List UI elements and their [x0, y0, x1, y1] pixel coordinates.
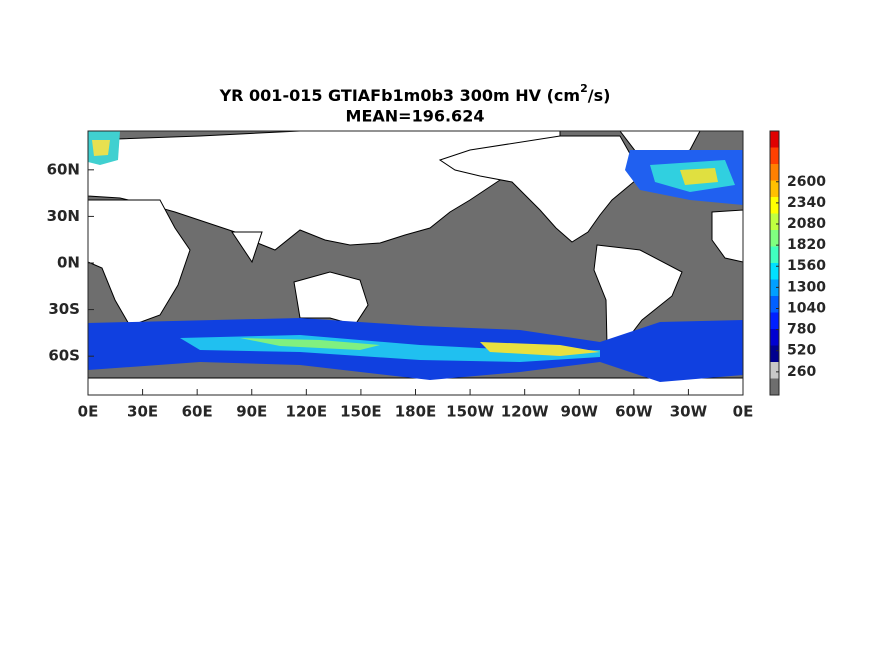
title-text: /s): [588, 86, 611, 105]
x-tick-label: 0E: [733, 403, 754, 421]
colorbar-tick-label: 520: [787, 343, 816, 359]
colorbar-segment: [770, 329, 779, 346]
y-tick-label: 0N: [57, 254, 80, 272]
x-tick-label: 0E: [78, 403, 99, 421]
colorbar-tick-label: 1560: [787, 258, 826, 274]
x-tick-label: 30W: [670, 403, 708, 421]
colorbar-segment: [770, 296, 779, 313]
colorbar-segment: [770, 213, 779, 230]
map-subtitle: MEAN=196.624: [346, 107, 485, 126]
colorbar-tick-label: 2340: [787, 195, 826, 211]
title-text: YR 001-015 GTIAFb1m0b3 300m HV (cm: [219, 86, 581, 105]
colorbar-segment: [770, 131, 779, 148]
colorbar-segment: [770, 362, 779, 379]
colorbar-segment: [770, 378, 779, 395]
colorbar-segment: [770, 312, 779, 329]
australia: [293, 271, 369, 326]
map-title: YR 001-015 GTIAFb1m0b3 300m HV (cm2/s): [219, 82, 611, 105]
colorbar-segment: [770, 345, 779, 362]
colorbar-tick-label: 260: [787, 364, 816, 380]
colorbar-segment: [770, 180, 779, 197]
africa-west: [711, 209, 744, 263]
land: [87, 130, 744, 396]
colorbar-segment: [770, 230, 779, 247]
colorbar-segment: [770, 164, 779, 181]
diffusivity-field: [88, 131, 743, 382]
colorbar-segment: [770, 279, 779, 296]
x-tick-label: 30E: [127, 403, 158, 421]
colorbar-segment: [770, 246, 779, 263]
colorbar-tick-label: 1820: [787, 237, 826, 253]
colorbar-segment: [770, 197, 779, 214]
title-superscript: 2: [580, 82, 588, 95]
colorbar-tick-label: 1300: [787, 279, 826, 295]
x-tick-label: 60E: [182, 403, 213, 421]
colorbar-segment: [770, 147, 779, 164]
x-tick-label: 120W: [501, 403, 549, 421]
africa: [87, 199, 191, 327]
x-tick-label: 150W: [446, 403, 494, 421]
india: [231, 231, 263, 264]
north-america: [438, 135, 643, 243]
y-tick-label: 60S: [48, 347, 80, 365]
colorbar-segment: [770, 263, 779, 280]
y-tick-label: 30S: [48, 300, 80, 318]
y-tick-label: 30N: [47, 207, 80, 225]
colorbar-tick-label: 2080: [787, 216, 826, 232]
colorbar-frame: [769, 130, 780, 396]
colorbar-tick-label: 1040: [787, 300, 826, 316]
x-tick-label: 120E: [286, 403, 328, 421]
x-tick-label: 90W: [561, 403, 599, 421]
colorbar-tick-label: 780: [787, 322, 816, 338]
map-area: [87, 130, 744, 396]
x-tick-label: 60W: [615, 403, 653, 421]
x-tick-label: 180E: [395, 403, 437, 421]
x-tick-label: 150E: [340, 403, 382, 421]
y-tick-label: 60N: [47, 160, 80, 178]
x-tick-label: 90E: [236, 403, 267, 421]
colorbar-tick-label: 2600: [787, 174, 826, 190]
